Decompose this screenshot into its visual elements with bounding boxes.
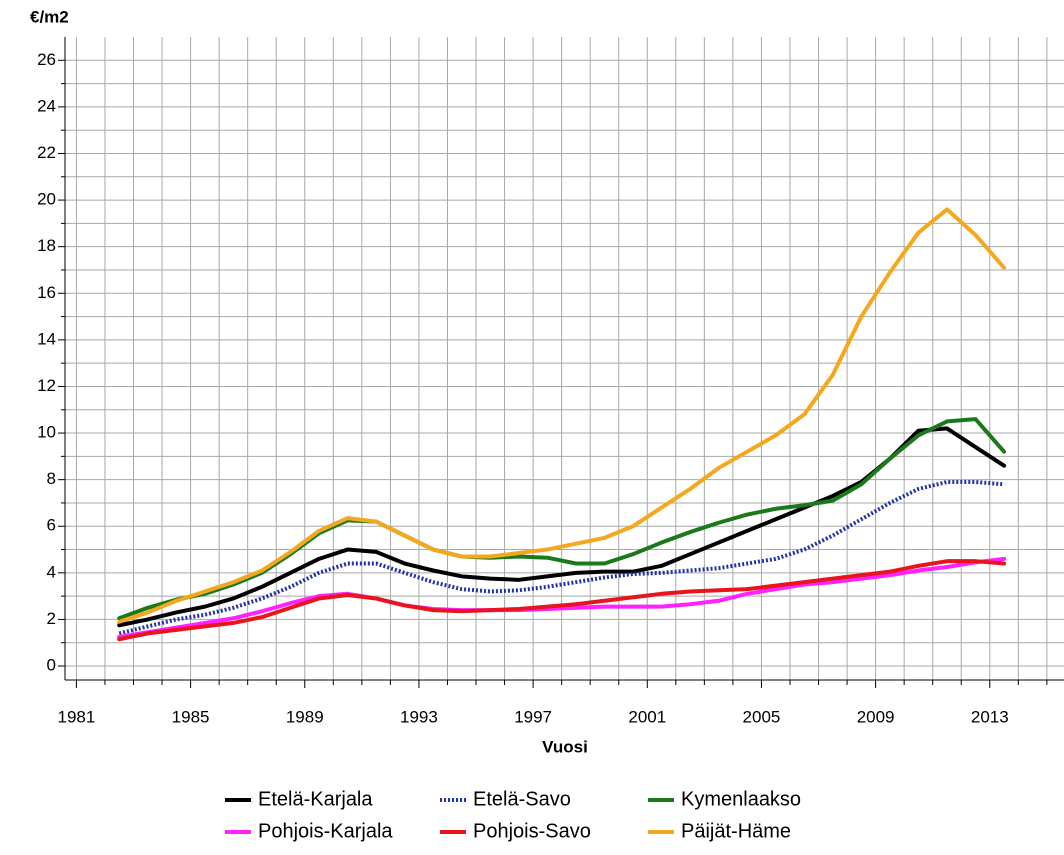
- y-tick-label: 24: [37, 96, 56, 115]
- y-tick-label: 16: [37, 283, 56, 302]
- x-tick-label: 1997: [514, 707, 552, 726]
- x-tick-label: 1993: [400, 707, 438, 726]
- legend-label: Pohjois-Savo: [473, 820, 591, 842]
- legend-label: Pohjois-Karjala: [258, 820, 393, 842]
- y-tick-label: 4: [47, 562, 56, 581]
- y-axis-label: €/m2: [30, 7, 69, 26]
- legend-label: Päijät-Häme: [681, 820, 791, 842]
- series-line: [117, 556, 1007, 639]
- legend-label: Kymenlaakso: [681, 788, 801, 810]
- x-tick-label: 1985: [172, 707, 210, 726]
- x-tick-label: 2013: [971, 707, 1009, 726]
- y-tick-label: 12: [37, 376, 56, 395]
- series-line: [117, 207, 1007, 624]
- y-tick-label: 10: [37, 423, 56, 442]
- y-tick-label: 0: [47, 656, 56, 675]
- y-tick-label: 6: [47, 516, 56, 535]
- x-tick-label: 2005: [743, 707, 781, 726]
- legend-label: Etelä-Savo: [473, 788, 571, 810]
- y-tick-label: 2: [47, 609, 56, 628]
- y-tick-label: 26: [37, 50, 56, 69]
- x-tick-label: 1989: [286, 707, 324, 726]
- y-tick-label: 22: [37, 143, 56, 162]
- x-tick-label: 2001: [628, 707, 666, 726]
- y-tick-label: 8: [47, 469, 56, 488]
- legend-label: Etelä-Karjala: [258, 788, 373, 810]
- x-tick-label: 1981: [58, 707, 96, 726]
- y-tick-label: 20: [37, 190, 56, 209]
- series-line: [117, 559, 1007, 642]
- series-line: [117, 426, 1007, 628]
- y-tick-label: 18: [37, 236, 56, 255]
- series-line: [118, 479, 1005, 636]
- x-axis-label: Vuosi: [542, 737, 588, 756]
- y-tick-label: 14: [37, 329, 56, 348]
- x-tick-label: 2009: [857, 707, 895, 726]
